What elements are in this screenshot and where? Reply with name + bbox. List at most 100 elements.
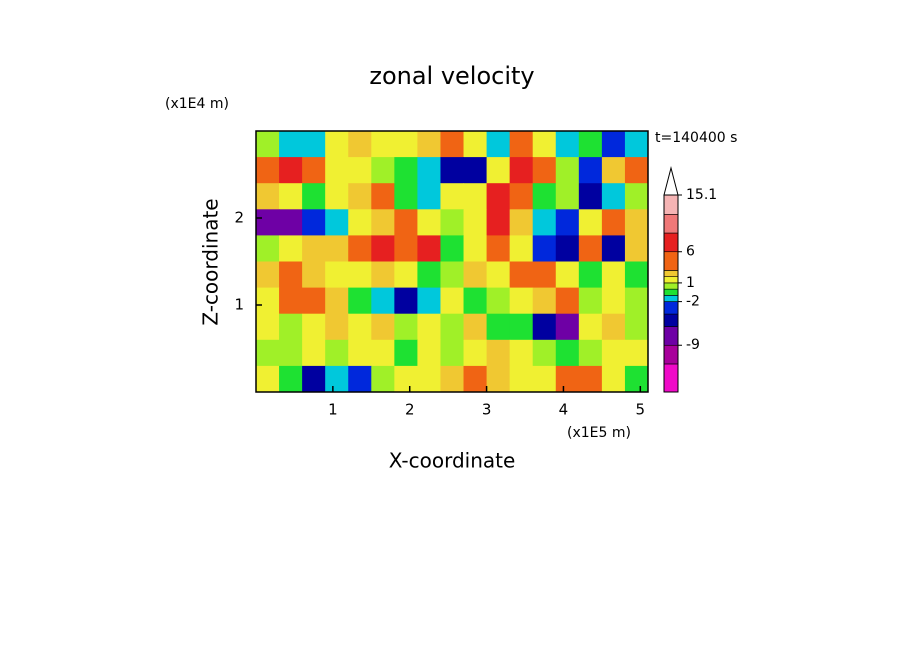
contour-cell: [578, 209, 603, 236]
contour-cell: [371, 261, 395, 289]
contour-cell: [624, 209, 649, 236]
contour-cell: [486, 365, 511, 393]
contour-cell: [624, 287, 649, 315]
contour-cell: [486, 209, 511, 236]
contour-cell: [348, 313, 372, 341]
contour-cell: [417, 131, 441, 158]
contour-cell: [440, 261, 465, 289]
contour-cell: [486, 183, 511, 210]
contour-cell: [325, 313, 349, 341]
colorbar-box: [663, 232, 679, 253]
contour-cell: [624, 365, 649, 393]
contour-cell: [509, 339, 534, 367]
contour-cell: [532, 157, 557, 184]
contour-cell: [417, 261, 441, 289]
contour-cell: [578, 365, 603, 393]
contour-cell: [532, 339, 557, 367]
contour-cell: [463, 313, 488, 341]
contour-cell: [601, 157, 626, 184]
y-axis-label: Z-coordinate: [199, 198, 223, 325]
contour-cell: [302, 287, 326, 315]
contour-cell: [417, 209, 441, 236]
contour-cell: [417, 339, 441, 367]
contour-cell: [371, 365, 395, 393]
colorbar-box: [663, 276, 679, 284]
contour-cell: [555, 183, 580, 210]
x-tick-label: 4: [559, 401, 569, 419]
contour-cell: [486, 157, 511, 184]
contour-cell: [394, 131, 418, 158]
contour-cell: [555, 157, 580, 184]
contour-cell: [325, 209, 349, 236]
contour-cell: [256, 157, 280, 184]
contour-cell: [463, 261, 488, 289]
contour-cell: [601, 287, 626, 315]
contour-cell: [555, 261, 580, 289]
contour-cell: [486, 261, 511, 289]
contour-cell: [302, 209, 326, 236]
colorbar-box: [663, 301, 679, 315]
contour-cell: [578, 235, 603, 262]
contour-cell: [348, 209, 372, 236]
contour-cell: [463, 287, 488, 315]
contour-cell: [325, 157, 349, 184]
contour-cell: [371, 157, 395, 184]
contour-cell: [486, 235, 511, 262]
contour-cell: [463, 339, 488, 367]
contour-cell: [486, 339, 511, 367]
colorbar-box: [663, 282, 679, 290]
contour-cell: [509, 313, 534, 341]
contour-cell: [440, 313, 465, 341]
contour-cell: [532, 209, 557, 236]
colorbar-box: [663, 363, 679, 393]
contour-cell: [509, 131, 534, 158]
contour-cell: [279, 365, 303, 393]
contour-cell: [394, 157, 418, 184]
contour-cell: [532, 131, 557, 158]
contour-cell: [509, 287, 534, 315]
contour-cell: [348, 183, 372, 210]
contour-cell: [440, 131, 465, 158]
contour-cell: [463, 183, 488, 210]
x-tick-label: 2: [405, 401, 415, 419]
contour-cell: [440, 235, 465, 262]
contour-cell: [601, 261, 626, 289]
contour-cell: [371, 209, 395, 236]
contour-cell: [624, 313, 649, 341]
contour-cell: [279, 235, 303, 262]
contour-cell: [371, 339, 395, 367]
colorbar-box: [663, 251, 679, 271]
contour-cell: [601, 339, 626, 367]
contour-cell: [302, 131, 326, 158]
contour-cell: [555, 287, 580, 315]
contour-cell: [555, 313, 580, 341]
contour-cell: [371, 183, 395, 210]
contour-cell: [532, 235, 557, 262]
contour-cell: [417, 313, 441, 341]
x-axis-label: X-coordinate: [389, 449, 516, 473]
contour-cell: [325, 131, 349, 158]
contour-cell: [440, 209, 465, 236]
contour-cell: [394, 365, 418, 393]
contour-cell: [279, 313, 303, 341]
contour-cell: [417, 157, 441, 184]
contour-cell: [601, 365, 626, 393]
contour-cell: [256, 131, 280, 158]
contour-cell: [440, 183, 465, 210]
contour-cell: [578, 287, 603, 315]
colorbar-box: [663, 214, 679, 234]
contour-cell: [394, 183, 418, 210]
contour-cell: [256, 183, 280, 210]
contour-cell: [601, 313, 626, 341]
contour-cell: [256, 365, 280, 393]
contour-cell: [279, 157, 303, 184]
contour-cell: [279, 261, 303, 289]
contour-cell: [578, 313, 603, 341]
colorbar-label: 15.1: [686, 187, 717, 203]
contour-cell: [394, 313, 418, 341]
contour-cell: [578, 339, 603, 367]
colorbar-label: 1: [686, 275, 695, 291]
contour-cell: [325, 339, 349, 367]
contour-cell: [279, 183, 303, 210]
